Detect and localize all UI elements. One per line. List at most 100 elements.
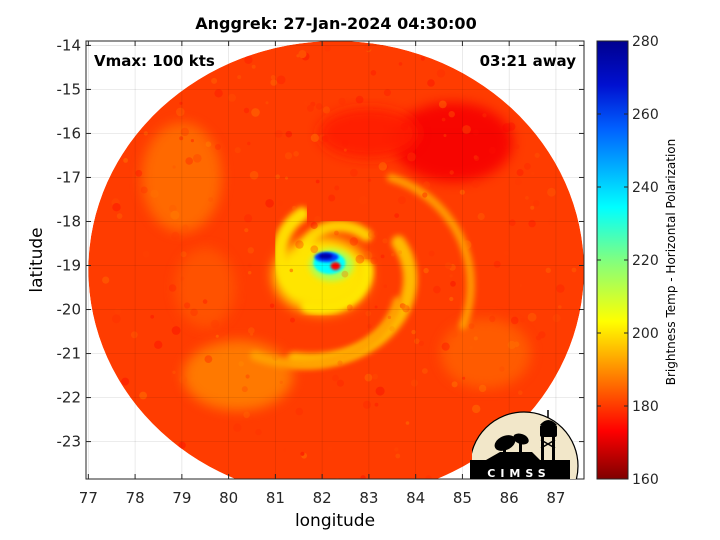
texture-dot xyxy=(265,101,269,105)
texture-dot xyxy=(179,136,184,141)
texture-dot xyxy=(275,174,281,179)
texture-dot xyxy=(525,196,529,200)
texture-dot xyxy=(233,423,242,432)
texture-dot xyxy=(244,214,253,223)
texture-dot xyxy=(247,141,251,146)
y-tick-label: -21 xyxy=(57,345,82,363)
eye xyxy=(330,262,341,271)
texture-dot xyxy=(364,43,372,51)
texture-dot xyxy=(423,181,431,189)
texture-dot xyxy=(436,69,446,78)
texture-dot xyxy=(349,120,354,125)
texture-dot xyxy=(343,148,347,152)
texture-dot xyxy=(289,268,294,273)
texture-dot xyxy=(533,200,540,207)
eyewall-cold-core xyxy=(318,253,333,260)
texture-dot xyxy=(315,103,323,110)
texture-dot xyxy=(93,318,100,324)
texture-dot xyxy=(337,360,343,366)
texture-dot xyxy=(374,402,379,407)
texture-dot xyxy=(449,263,456,271)
texture-dot xyxy=(140,186,148,194)
texture-dot xyxy=(130,331,138,339)
texture-dot xyxy=(423,267,429,274)
texture-dot xyxy=(438,100,447,109)
texture-dot xyxy=(391,253,395,257)
texture-dot xyxy=(420,56,425,61)
texture-dot xyxy=(180,127,189,137)
texture-dot xyxy=(378,162,387,171)
texture-dot xyxy=(531,171,535,176)
texture-dot xyxy=(459,189,465,195)
texture-dot xyxy=(310,101,316,107)
x-axis-label: longitude xyxy=(294,511,376,531)
texture-dot xyxy=(355,95,364,104)
y-axis-ticks: -14 -15 -16 -17 -18 -19 -20 -21 -22 -23 xyxy=(57,36,584,451)
texture-dot xyxy=(328,194,336,202)
texture-dot xyxy=(395,453,401,459)
texture-dot xyxy=(341,139,349,147)
texture-dot xyxy=(445,262,452,269)
texture-dot xyxy=(211,307,216,312)
texture-dot xyxy=(489,315,496,323)
texture-dot xyxy=(349,237,358,246)
swath-variation-0 xyxy=(393,102,514,183)
texture-dot xyxy=(245,374,250,379)
texture-dot xyxy=(123,158,128,163)
texture-dot xyxy=(418,340,424,346)
texture-dot xyxy=(364,373,373,382)
texture-dot xyxy=(548,218,556,226)
texture-dot xyxy=(509,219,516,226)
texture-dot xyxy=(397,196,406,205)
texture-dot xyxy=(367,178,372,182)
texture-dot xyxy=(205,141,212,147)
texture-dot xyxy=(468,323,475,329)
texture-dot xyxy=(477,212,485,221)
texture-dot xyxy=(336,379,344,387)
texture-dot xyxy=(362,400,372,409)
texture-dot xyxy=(321,135,329,143)
texture-dot xyxy=(206,357,211,361)
texture-dot xyxy=(510,316,519,325)
texture-dot xyxy=(327,446,333,452)
texture-dot xyxy=(422,368,428,374)
texture-dot xyxy=(114,307,122,315)
texture-dot xyxy=(290,317,295,323)
y-tick-label: -17 xyxy=(57,168,82,186)
texture-dot xyxy=(190,308,198,317)
texture-dot xyxy=(247,263,252,268)
texture-dot xyxy=(374,231,379,236)
texture-dot xyxy=(482,113,487,118)
rainband-outer-east xyxy=(386,173,475,330)
x-axis-ticks: 77 78 79 80 81 82 83 84 85 86 87 xyxy=(79,41,565,507)
texture-dot xyxy=(214,89,223,98)
texture-dot xyxy=(530,205,535,210)
x-tick-label: 78 xyxy=(126,489,145,507)
vmax-annotation: Vmax: 100 kts xyxy=(94,52,215,70)
texture-dot xyxy=(221,353,227,360)
texture-dot xyxy=(168,284,177,292)
texture-dot xyxy=(274,130,283,138)
x-tick-label: 81 xyxy=(266,489,285,507)
texture-dot xyxy=(210,319,220,329)
texture-dot xyxy=(244,55,253,64)
axes-frame xyxy=(85,40,585,480)
texture-dot xyxy=(398,62,403,66)
swath-variation-4 xyxy=(318,108,419,159)
texture-dot xyxy=(408,155,413,160)
texture-dot xyxy=(375,386,385,396)
colorbar-label: Brightness Temp - Horizontal Polarizatio… xyxy=(664,138,678,386)
texture-dot xyxy=(471,180,480,189)
chart-title: Anggrek: 27-Jan-2024 04:30:00 xyxy=(195,14,477,33)
texture-dot xyxy=(394,447,399,452)
texture-dot xyxy=(211,77,218,84)
texture-dot xyxy=(322,375,327,380)
texture-dot xyxy=(383,164,389,170)
texture-dot xyxy=(389,326,395,332)
swath-variation-1 xyxy=(141,122,222,233)
x-tick-label: 79 xyxy=(172,489,191,507)
texture-dot xyxy=(425,475,432,479)
texture-dot xyxy=(349,489,358,498)
texture-dot xyxy=(534,152,540,158)
